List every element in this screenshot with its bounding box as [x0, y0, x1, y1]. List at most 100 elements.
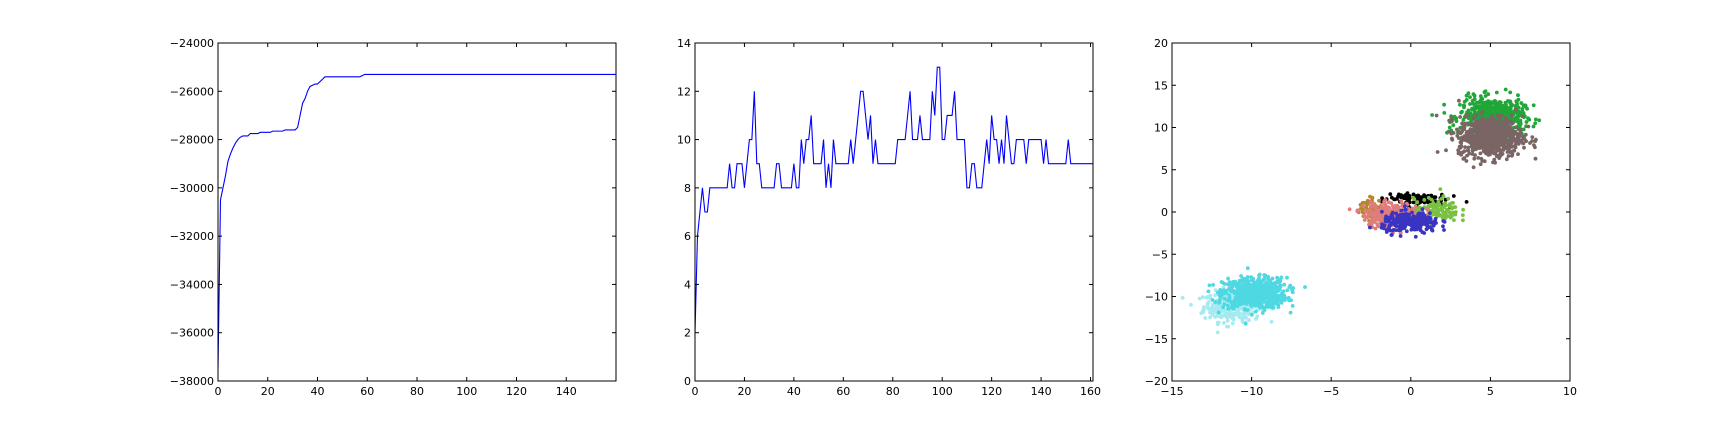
scatter-point: [1386, 200, 1391, 205]
scatter-point: [1231, 317, 1236, 322]
scatter-point: [1498, 150, 1503, 155]
scatter-point: [1256, 295, 1260, 300]
scatter-point: [1459, 144, 1464, 149]
scatter-point: [1524, 120, 1529, 124]
scatter-point: [1215, 305, 1220, 310]
scatter-point: [1275, 275, 1279, 280]
scatter-point: [1412, 197, 1417, 202]
scatter-point: [1490, 122, 1495, 127]
scatter-point: [1508, 138, 1513, 143]
scatter-point: [1513, 104, 1518, 108]
scatter-point: [1473, 119, 1478, 124]
axes-frame: [694, 42, 1094, 382]
scatter-point: [1472, 156, 1477, 161]
scatter-point: [1269, 283, 1274, 288]
scatter-point: [1420, 207, 1425, 212]
cluster-5: [1380, 191, 1469, 211]
scatter-point: [1518, 139, 1522, 144]
scatter-point: [1369, 222, 1374, 227]
scatter-point: [1380, 209, 1384, 214]
scatter-point: [1464, 159, 1469, 163]
x-tick-label: 5: [1487, 385, 1494, 398]
y-tick-label: −15: [1145, 333, 1168, 346]
scatter-point: [1478, 111, 1483, 116]
scatter-point: [1441, 219, 1446, 223]
scatter-point: [1396, 194, 1400, 199]
scatter-point: [1481, 139, 1486, 144]
scatter-point: [1452, 114, 1457, 119]
scatter-point: [1244, 315, 1248, 320]
scatter-point: [1368, 200, 1373, 205]
scatter-point: [1243, 285, 1248, 289]
scatter-point: [1482, 90, 1487, 95]
scatter-point: [1490, 114, 1494, 119]
scatter-point: [1422, 198, 1427, 202]
scatter-point: [1526, 124, 1531, 129]
scatter-point: [1398, 212, 1403, 217]
y-tick-label: −28000: [170, 134, 214, 147]
scatter-point: [1239, 297, 1244, 302]
scatter-point: [1221, 321, 1226, 325]
scatter-point: [1189, 302, 1193, 307]
scatter-point: [1406, 198, 1411, 203]
scatter-point: [1273, 281, 1277, 285]
scatter-point: [1460, 128, 1465, 133]
scatter-point: [1415, 200, 1419, 205]
y-tick-label: −26000: [170, 85, 214, 98]
scatter-point: [1474, 113, 1479, 118]
scatter-point: [1492, 145, 1497, 149]
scatter-point: [1394, 211, 1399, 216]
x-tick-label: 0: [215, 385, 222, 398]
scatter-point: [1411, 200, 1416, 205]
plot-area-3: [1180, 87, 1542, 335]
scatter-point: [1473, 124, 1477, 129]
scatter-point: [1383, 206, 1387, 211]
scatter-point: [1533, 117, 1538, 122]
scatter-point: [1504, 157, 1509, 162]
scatter-point: [1504, 108, 1509, 112]
scatter-point: [1442, 111, 1447, 115]
scatter-point: [1215, 330, 1220, 335]
scatter-point: [1432, 212, 1436, 217]
scatter-point: [1432, 195, 1437, 200]
scatter-point: [1477, 133, 1482, 137]
y-tick-label: 14: [677, 37, 691, 50]
scatter-point: [1265, 303, 1270, 308]
scatter-point: [1476, 141, 1481, 146]
scatter-point: [1208, 315, 1212, 320]
scatter-point: [1236, 282, 1241, 287]
y-tick-label: 4: [684, 278, 691, 291]
scatter-point: [1276, 305, 1281, 309]
scatter-point: [1504, 102, 1508, 107]
scatter-point: [1399, 199, 1404, 204]
scatter-point: [1479, 130, 1484, 135]
scatter-point: [1495, 148, 1500, 153]
scatter-point: [1434, 113, 1439, 118]
scatter-point: [1477, 100, 1482, 105]
scatter-point: [1466, 145, 1471, 150]
scatter-point: [1389, 195, 1394, 200]
scatter-point: [1437, 202, 1442, 207]
scatter-point: [1531, 103, 1536, 108]
scatter-point: [1233, 283, 1237, 287]
scatter-point: [1516, 93, 1520, 98]
scatter-point: [1450, 136, 1454, 141]
scatter-point: [1461, 118, 1466, 122]
scatter-point: [1212, 308, 1217, 313]
x-tick-label: 40: [787, 385, 801, 398]
scatter-point: [1396, 228, 1401, 233]
scatter-point: [1239, 279, 1244, 284]
scatter-point: [1246, 297, 1251, 302]
scatter-point: [1431, 223, 1436, 228]
scatter-point: [1394, 221, 1399, 226]
scatter-point: [1240, 294, 1245, 299]
scatter-point: [1240, 318, 1245, 323]
y-tick-label: 20: [1154, 37, 1168, 50]
scatter-point: [1226, 307, 1231, 311]
scatter-point: [1231, 321, 1235, 326]
scatter-point: [1376, 224, 1380, 229]
scatter-point: [1399, 195, 1403, 200]
scatter-point: [1263, 273, 1267, 278]
y-tick-label: −38000: [170, 375, 214, 388]
